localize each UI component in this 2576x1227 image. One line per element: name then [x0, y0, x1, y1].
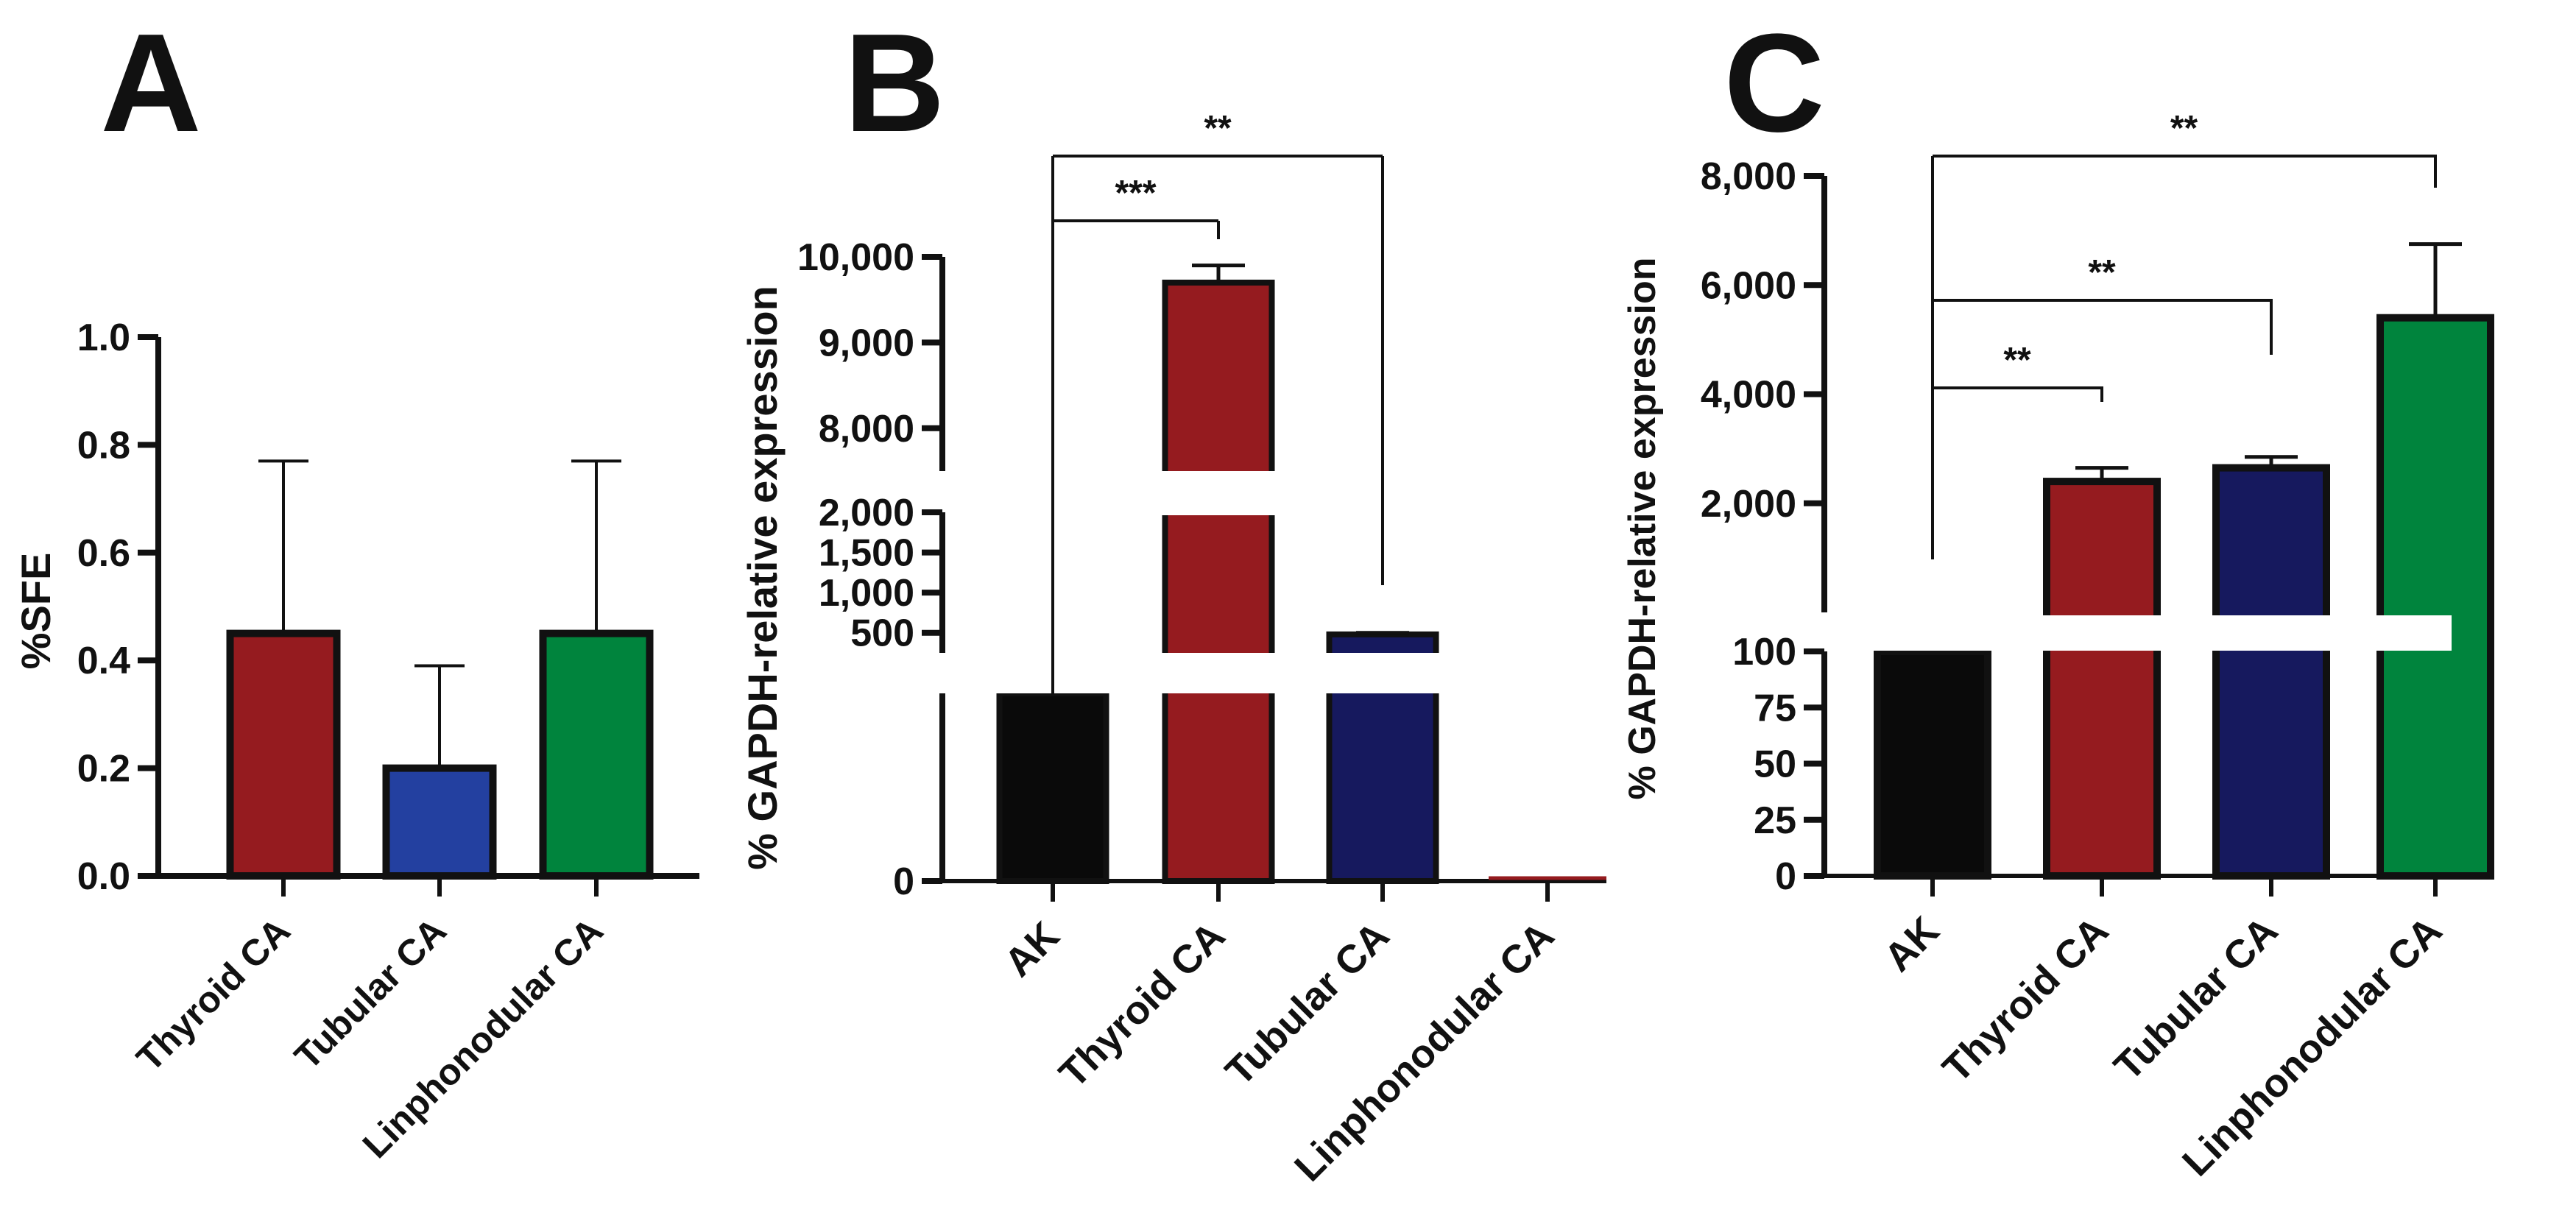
- panel-c-ytick-label-0: 0: [1775, 855, 1796, 898]
- panel-c-axis-break: [1863, 615, 2452, 651]
- panel-c-ytick-label-8-000: 8,000: [1701, 155, 1796, 198]
- panel-c-significance-bracket-tubular-ca: [1933, 299, 2273, 355]
- panel-c-ytick-label-6-000: 6,000: [1701, 264, 1796, 307]
- panel-c-bar-thyroid-ca: [2043, 478, 2161, 880]
- panel-c-significance-label-linphonodular-ca: **: [2170, 109, 2198, 148]
- panel-c-ytick-label-2-000: 2,000: [1701, 483, 1796, 526]
- panel-a-ytick-label-0-2: 0.2: [77, 748, 130, 791]
- panel-b-xtick-label-thyroid-ca: Thyroid CA: [1051, 913, 1233, 1096]
- panel-c-letter: C: [1723, 5, 1824, 161]
- panel-b-ytick-label-8-000: 8,000: [819, 408, 914, 450]
- panel-b-bar-ak: [996, 690, 1109, 884]
- panel-b-axis-break-1: [979, 471, 1458, 515]
- panel-b-xtick-label-ak: AK: [996, 913, 1068, 986]
- panel-c-xtick-label-tubular-ca: Tubular CA: [2106, 908, 2286, 1089]
- panel-a-ytick-label-1-0: 1.0: [77, 317, 130, 359]
- panel-b-ytick-label-9-000: 9,000: [819, 322, 914, 364]
- panel-a-bar-linphonodular-ca: [539, 629, 654, 880]
- panel-c-ytick-label-50: 50: [1754, 743, 1796, 786]
- panel-a-ytick-label-0-4: 0.4: [77, 640, 130, 682]
- panel-a-bar-thyroid-ca: [226, 629, 341, 880]
- panel-c-bar-ak: [1874, 648, 1991, 880]
- panel-c-ylabel: % GAPDH-relative expression: [1621, 258, 1664, 800]
- panel-b-ytick-label-1-000: 1,000: [819, 572, 914, 615]
- panel-c-ytick-label-25: 25: [1754, 799, 1796, 842]
- panel-c-ytick-label-4-000: 4,000: [1701, 374, 1796, 417]
- panel-c-xtick-label-ak: AK: [1876, 908, 1948, 980]
- panel-c-bar-linphonodular-ca: [2376, 314, 2494, 880]
- panel-b-significance-label-tubular-ca: **: [1204, 109, 1232, 148]
- panel-c-ytick-label-100: 100: [1732, 631, 1796, 673]
- panel-c-bar-tubular-ca: [2212, 464, 2330, 880]
- panel-c-chart: 0 25 50 75 100 2,000 4,000 6,000 8,000 ** ** ** AK…: [1701, 109, 2494, 1184]
- panel-c-significance-label-tubular-ca: **: [2088, 253, 2116, 292]
- panel-a-ytick-label-0-6: 0.6: [77, 532, 130, 575]
- panel-a-ytick-label-0-8: 0.8: [77, 424, 130, 467]
- panel-b-ytick-label-0: 0: [893, 860, 914, 903]
- panel-c-significance-bracket-thyroid-ca: [1933, 386, 2103, 402]
- panel-b-bar-thyroid-ca: [1162, 279, 1275, 885]
- panel-b-significance-label-thyroid-ca: ***: [1115, 174, 1156, 213]
- panel-c-xtick-label-thyroid-ca: Thyroid CA: [1934, 908, 2117, 1091]
- panel-b-ytick-label-500: 500: [850, 612, 914, 655]
- panel-b-ytick-label-1-500: 1,500: [819, 532, 914, 575]
- panel-a-xtick-label-tubular-ca: Tubular CA: [286, 910, 454, 1078]
- panel-b-ytick-label-2-000: 2,000: [819, 492, 914, 534]
- panel-b-significance-bracket-thyroid-ca: [1053, 219, 1220, 239]
- panel-a-ylabel: %SFE: [13, 553, 59, 670]
- panel-c-significance-bracket-linphonodular-ca: [1933, 155, 2437, 188]
- panel-b-significance-bracket-tubular-ca: [1053, 155, 1384, 585]
- panel-b-ylabel: % GAPDH-relative expression: [739, 286, 786, 870]
- panel-a-xtick-label-thyroid-ca: Thyroid CA: [129, 910, 298, 1079]
- panel-b-axis-break-2: [979, 653, 1458, 693]
- panel-b-letter: B: [844, 5, 945, 161]
- panel-a-bar-tubular-ca: [382, 764, 497, 880]
- panel-a-letter: A: [100, 5, 201, 161]
- panel-b-xtick-label-tubular-ca: Tubular CA: [1217, 913, 1397, 1094]
- panel-c-significance-label-thyroid-ca: **: [2003, 341, 2031, 380]
- panel-b-ytick-label-10-000: 10,000: [797, 236, 914, 279]
- panel-a-ytick-label-0-0: 0.0: [77, 855, 130, 898]
- panel-c-ytick-label-75: 75: [1754, 687, 1796, 729]
